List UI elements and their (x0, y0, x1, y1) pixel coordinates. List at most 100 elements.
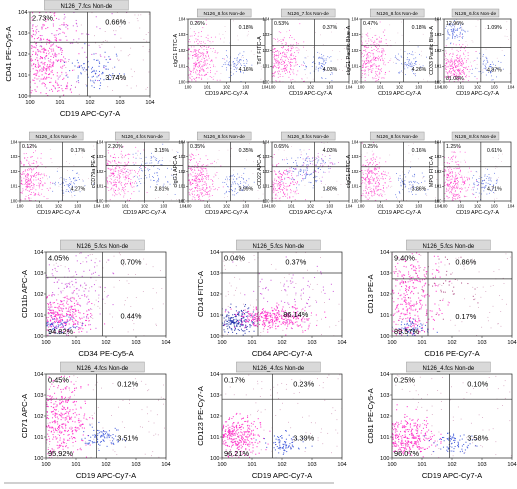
x-tick-label: 104 (507, 462, 516, 468)
x-tick-label: 103 (307, 340, 316, 346)
plot-panel-4: N126_8.fcs Non-de 100 100 101 101 102 102 103 10… (345, 8, 442, 97)
quadrant-percent-ul: 0.35% (190, 144, 205, 150)
y-tick-label: 102 (380, 292, 389, 298)
x-tick-label: 104 (346, 204, 354, 209)
x-axis-label: CD19 APC-Cy7-A (456, 210, 499, 216)
plot-frame (221, 251, 343, 337)
quadrant-percent-ul: 2.20% (108, 144, 123, 150)
quadrant-percent-ur: 0.86% (455, 257, 476, 266)
y-axis-label: cIgG1 APC-A (173, 155, 179, 187)
quadrant-percent-lr: 86.14% (283, 310, 308, 319)
x-tick-label: 103 (477, 340, 486, 346)
x-axis-label: CD19 APC-Cy7-A (456, 91, 499, 97)
plot-caption-text: N126_4.fcs Non-de (77, 366, 129, 372)
y-tick-label: 103 (210, 393, 219, 399)
y-tick-label: 100 (210, 456, 219, 462)
x-axis-label: CD19 APC-Cy7-A (123, 210, 166, 216)
plot-caption-text: N126_8.fcs Non-de (455, 134, 497, 140)
plot-caption: N126_8.fcs Non-de (369, 131, 425, 141)
y-tick-label: 103 (380, 271, 389, 277)
x-axis-label: CD19 APC-Cy7-A (205, 91, 248, 97)
plot-caption: N126_8.fcs Non-de (196, 131, 252, 141)
x-tick-label: 103 (491, 204, 499, 209)
y-tick-label: 102 (34, 414, 43, 420)
x-tick-label: 102 (85, 100, 94, 106)
y-tick-label: 101 (380, 435, 389, 441)
event-points (46, 375, 166, 458)
x-tick-label: 104 (508, 85, 516, 90)
plot-panel-14: N126_5.fcs Non-de 100 100 101 101 102 102 103 10… (366, 239, 517, 358)
y-tick-label: 101 (352, 64, 360, 69)
quadrant-percent-ur: 1.09% (487, 25, 502, 31)
plot-frame (271, 18, 350, 83)
x-tick-label: 100 (17, 204, 25, 209)
x-tick-label: 102 (223, 85, 231, 90)
x-tick-label: 104 (161, 340, 170, 346)
quadrant-percent-lr: 4.87% (487, 68, 502, 74)
y-tick-label: 104 (210, 372, 219, 378)
x-tick-label: 103 (307, 462, 316, 468)
y-tick-label: 102 (380, 414, 389, 420)
plot-caption-text: N126_4.fcs Non-de (253, 366, 305, 372)
plot-caption-text: N126_6.fcs Non-de (455, 11, 497, 17)
event-points (188, 142, 265, 201)
y-axis-label: CD33 Pacific Blue-A (429, 26, 435, 75)
y-tick-label: 103 (435, 32, 443, 37)
x-tick-label: 102 (223, 204, 231, 209)
event-points (361, 142, 438, 201)
scatter-plot: N126_8.fcs Non-de10010010110110210210310… (173, 8, 269, 97)
y-tick-label: 102 (210, 414, 219, 420)
event-points (392, 374, 512, 458)
scatter-plot: N126_4.fcs Non-de10010010110110210210310… (366, 361, 517, 480)
y-tick-label: 101 (435, 184, 443, 189)
y-axis-label: cIgG1 FITC-A (346, 154, 352, 188)
plot-caption: N126_5.fcs Non-de (406, 239, 491, 251)
x-tick-label: 101 (122, 204, 130, 209)
x-tick-label: 101 (417, 340, 426, 346)
x-axis-label: CD19 APC-Cy7-A (76, 471, 137, 480)
quadrant-percent-ul: 0.26% (190, 21, 205, 27)
quadrant-percent-ur: 0.12% (117, 379, 138, 388)
plot-panel-1: N126_7.fcs Non-de 100 100 101 101 102 102 103 10… (4, 0, 155, 118)
plot-panel-15: N126_4.fcs Non-de 100 100 101 101 102 102 103 10… (20, 361, 171, 480)
event-points (20, 145, 97, 201)
y-tick-label: 103 (352, 32, 360, 37)
plot-caption-text: N126_5.fcs Non-de (253, 244, 305, 250)
y-tick-label: 103 (352, 154, 360, 159)
event-points (444, 143, 511, 201)
y-tick-label: 104 (435, 16, 443, 21)
event-points (46, 252, 164, 336)
x-axis-label: CD64 APC-Cy7-A (252, 349, 313, 358)
y-tick-label: 100 (435, 79, 443, 84)
y-tick-label: 101 (380, 313, 389, 319)
plot-caption: N126_8.fcs Non-de (451, 131, 500, 141)
quadrant-percent-lr: 4.26% (412, 67, 427, 73)
plot-caption-text: N126_4.fcs Non-de (122, 134, 164, 140)
y-axis-label: CD71 APC-A (20, 393, 29, 438)
scatter-plot: N126_4.fcs Non-de10010010110110210210310… (11, 131, 101, 216)
y-tick-label: 101 (210, 435, 219, 441)
x-tick-label: 101 (55, 100, 64, 106)
y-tick-label: 101 (179, 64, 187, 69)
y-tick-label: 104 (179, 139, 187, 144)
plot-caption: N126_7.fcs Non-de (44, 0, 129, 11)
x-tick-label: 102 (307, 85, 315, 90)
x-tick-label: 102 (396, 85, 404, 90)
x-tick-label: 103 (326, 85, 334, 90)
y-tick-label: 101 (435, 64, 443, 69)
y-tick-label: 103 (179, 32, 187, 37)
y-tick-label: 103 (34, 393, 43, 399)
y-tick-label: 102 (352, 48, 360, 53)
quadrant-percent-lr: 3.74% (105, 73, 126, 82)
event-points (222, 374, 342, 458)
plot-caption-text: N126_8.fcs Non-de (377, 134, 419, 140)
y-tick-label: 102 (435, 169, 443, 174)
y-tick-label: 102 (179, 169, 187, 174)
quadrant-percent-ul: 1.25% (446, 144, 461, 150)
x-tick-label: 101 (204, 204, 212, 209)
quadrant-percent-ur: 0.61% (487, 148, 502, 154)
y-tick-label: 100 (263, 198, 271, 203)
x-tick-label: 100 (41, 340, 50, 346)
